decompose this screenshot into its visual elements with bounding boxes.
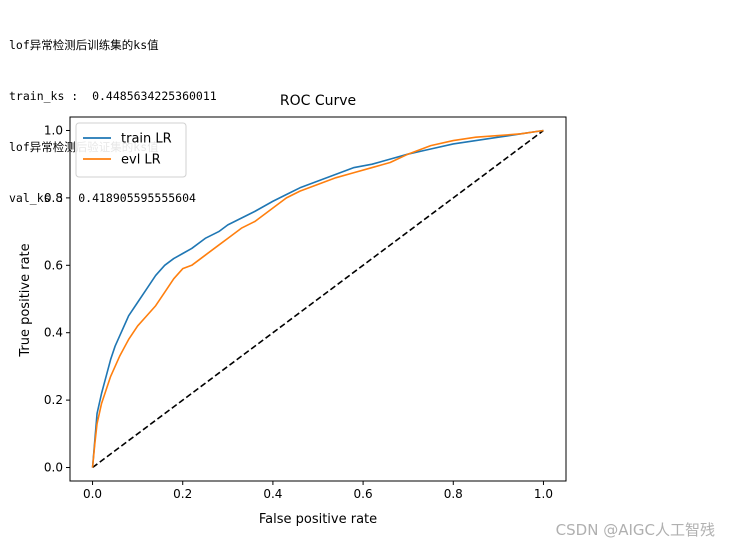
legend-label: train LR — [121, 132, 172, 147]
x-tick-label: 0.8 — [444, 487, 463, 501]
legend-label: evl LR — [121, 153, 161, 168]
y-tick-label: 0.0 — [44, 461, 63, 475]
y-axis-label: True positive rate — [18, 243, 33, 357]
x-tick-label: 0.4 — [263, 487, 282, 501]
series-line-evl-lr — [91, 129, 544, 468]
watermark: CSDN @AIGC人工智残 — [555, 521, 715, 539]
x-tick-label: 0.2 — [173, 487, 192, 501]
y-tick-label: 0.2 — [44, 393, 63, 407]
diagonal-reference-line — [92, 129, 544, 469]
console-line: val_ks : 0.418905595555604 — [9, 191, 196, 205]
x-tick-label: 0.0 — [83, 487, 102, 501]
plot-area — [91, 129, 544, 469]
y-tick-label: 0.6 — [44, 258, 63, 272]
roc-chart: ROC Curve 0.0 0.2 0.4 0.6 0.8 1.0 0.0 0.2 0.4 0.6… — [18, 93, 567, 527]
chart-title: ROC Curve — [280, 93, 356, 109]
x-tick-label: 1.0 — [534, 487, 553, 501]
y-tick-label: 0.4 — [44, 326, 63, 340]
console-line: train_ks : 0.4485634225360011 — [9, 89, 217, 103]
y-tick-label: 0.8 — [44, 191, 63, 205]
x-tick-label: 0.6 — [354, 487, 373, 501]
legend-box — [75, 122, 187, 178]
axes: 0.0 0.2 0.4 0.6 0.8 1.0 0.0 0.2 0.4 0.6 0.8 1.0 — [44, 116, 567, 501]
x-axis-label: False positive rate — [259, 512, 377, 527]
legend: train LR evl LR — [75, 122, 187, 178]
y-tick-label: 1.0 — [44, 123, 63, 137]
axes-frame — [69, 116, 567, 482]
console-line: lof异常检测后训练集的ks值 — [9, 38, 159, 52]
